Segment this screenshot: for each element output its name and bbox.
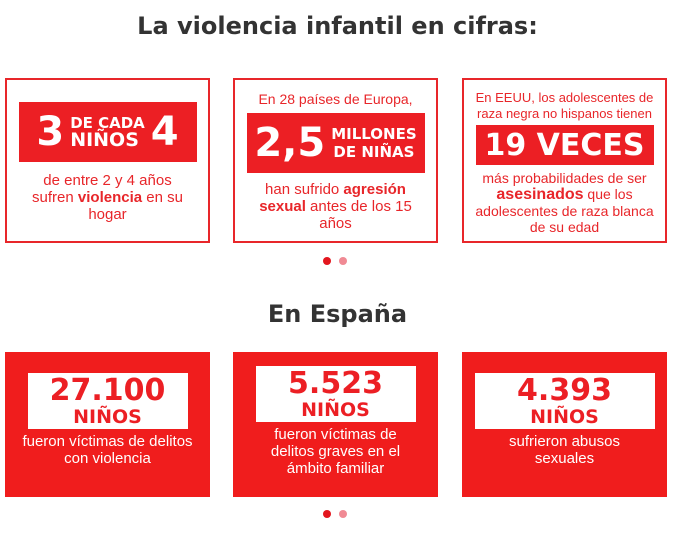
stat-label: DE NIÑAS — [333, 143, 415, 161]
stat-description: de entre 2 y 4 años sufren violencia en … — [32, 172, 183, 223]
stat-unit: NIÑOS — [301, 399, 370, 421]
stat-label: NIÑOS — [70, 129, 139, 151]
stat-number: 4.393 — [517, 373, 612, 408]
stat-label: MILLONES — [331, 125, 417, 143]
stat-banner: 3 DE CADA NIÑOS 4 — [18, 102, 197, 162]
stat-label: DE CADA — [70, 114, 145, 132]
stat-description: más probabilidades de ser asesinados que… — [475, 170, 654, 235]
carousel-dot[interactable] — [339, 510, 347, 518]
stat-banner: 2,5 MILLONES DE NIÑAS — [246, 113, 425, 173]
stat-box: 5.523 NIÑOS — [255, 366, 416, 422]
stat-unit: NIÑOS — [73, 406, 142, 428]
stat-number: 2,5 — [254, 120, 326, 166]
stat-number: 4 — [150, 109, 179, 155]
section-title: La violencia infantil en cifras: — [137, 12, 538, 40]
section-title: En España — [267, 300, 408, 328]
stat-card: 27.100 NIÑOS fueron víctimas de delitos … — [5, 352, 210, 497]
carousel-dot-active[interactable] — [323, 510, 331, 518]
stat-intro: En 28 países de Europa, — [258, 91, 413, 107]
stat-description: han sufrido agresión sexual antes de los… — [259, 181, 412, 232]
stat-card: 3 DE CADA NIÑOS 4 de entre 2 y 4 años su… — [5, 78, 210, 243]
stat-number: 3 — [36, 109, 65, 155]
stat-description: fueron víctimas de delitos graves en el … — [270, 426, 401, 477]
carousel-dot[interactable] — [339, 257, 347, 265]
stat-description: fueron víctimas de delitos con violencia — [22, 433, 193, 467]
stat-box: 4.393 NIÑOS — [474, 373, 655, 429]
stat-number: 5.523 — [288, 366, 383, 401]
stat-number: 27.100 — [49, 373, 166, 408]
carousel-dots — [323, 257, 347, 265]
stat-unit: NIÑOS — [530, 406, 599, 428]
stat-box: 27.100 NIÑOS — [27, 373, 188, 429]
carousel-dots — [323, 510, 347, 518]
stat-intro: En EEUU, los adolescentes de raza negra … — [475, 90, 654, 121]
stat-description: sufrieron abusos sexuales — [509, 433, 620, 467]
stat-card: 4.393 NIÑOS sufrieron abusos sexuales — [462, 352, 667, 497]
stat-card: En 28 países de Europa, 2,5 MILLONES DE … — [233, 78, 438, 243]
stat-banner: 19 VECES — [475, 125, 654, 165]
carousel-dot-active[interactable] — [323, 257, 331, 265]
stat-card: 5.523 NIÑOS fueron víctimas de delitos g… — [233, 352, 438, 497]
stat-card: En EEUU, los adolescentes de raza negra … — [462, 78, 667, 243]
